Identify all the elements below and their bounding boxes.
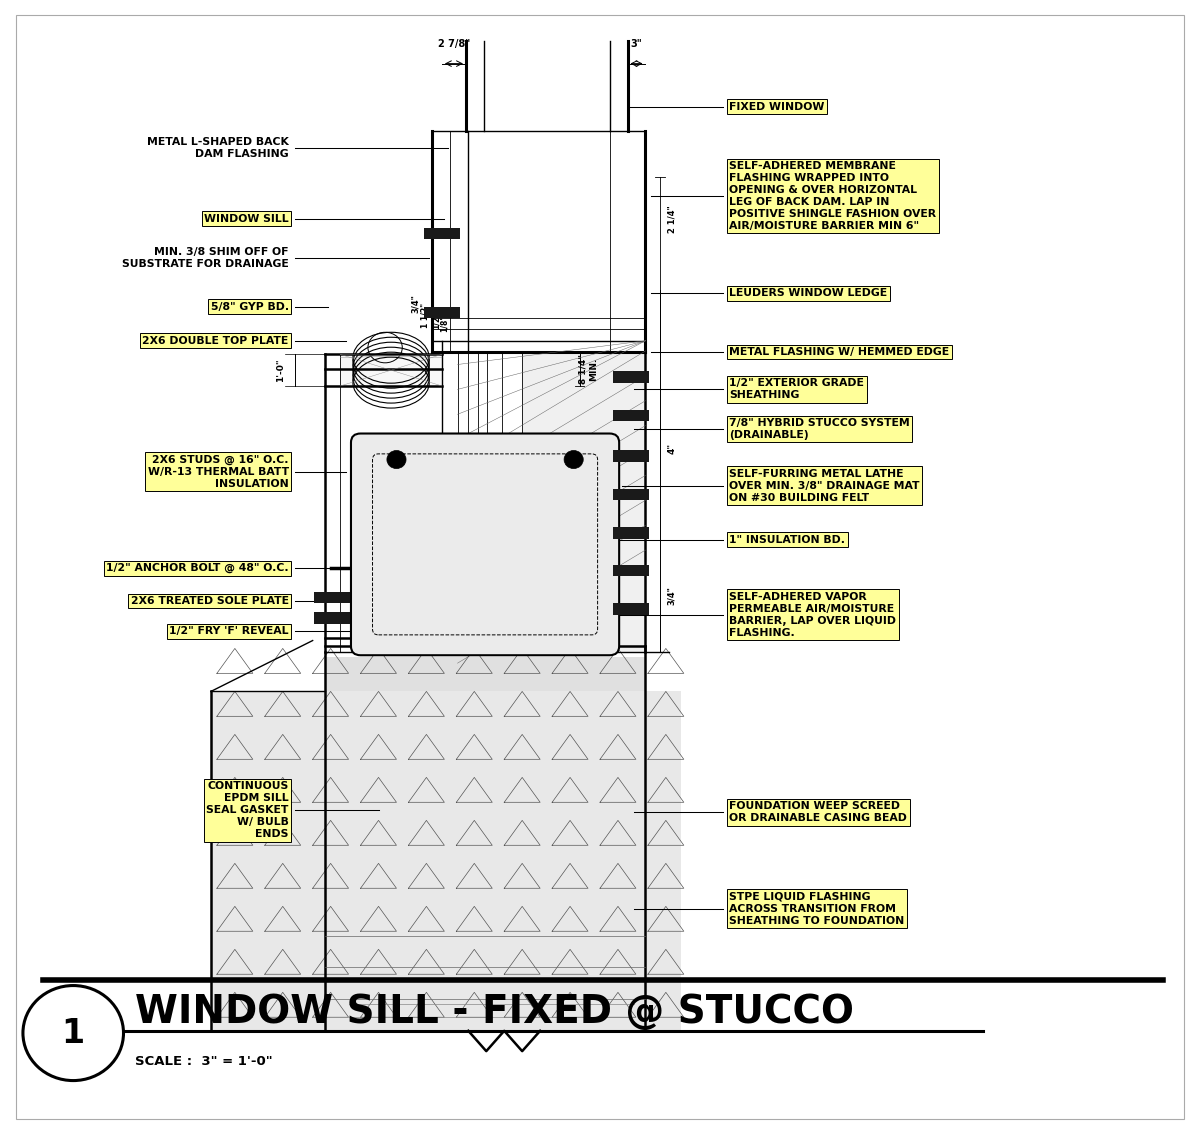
Text: LEUDERS WINDOW LEDGE: LEUDERS WINDOW LEDGE bbox=[730, 288, 888, 298]
FancyBboxPatch shape bbox=[341, 354, 442, 386]
Text: MIN. 3/8 SHIM OFF OF
SUBSTRATE FOR DRAINAGE: MIN. 3/8 SHIM OFF OF SUBSTRATE FOR DRAIN… bbox=[122, 247, 289, 269]
Text: 1 1/2": 1 1/2" bbox=[421, 303, 430, 329]
Text: 3": 3" bbox=[631, 39, 642, 49]
Text: 1/2": 1/2" bbox=[432, 312, 440, 329]
FancyBboxPatch shape bbox=[522, 352, 646, 652]
Text: 2 1/4": 2 1/4" bbox=[667, 205, 677, 232]
FancyBboxPatch shape bbox=[613, 603, 649, 615]
Text: STPE LIQUID FLASHING
ACROSS TRANSITION FROM
SHEATHING TO FOUNDATION: STPE LIQUID FLASHING ACROSS TRANSITION F… bbox=[730, 891, 905, 925]
Text: METAL FLASHING W/ HEMMED EDGE: METAL FLASHING W/ HEMMED EDGE bbox=[730, 347, 949, 357]
Circle shape bbox=[23, 985, 124, 1081]
Text: 4": 4" bbox=[667, 442, 677, 454]
Circle shape bbox=[564, 450, 583, 468]
Text: 8 1/4"
MIN.: 8 1/4" MIN. bbox=[578, 354, 598, 384]
Text: 1/2" EXTERIOR GRADE
SHEATHING: 1/2" EXTERIOR GRADE SHEATHING bbox=[730, 379, 864, 400]
FancyBboxPatch shape bbox=[613, 450, 649, 462]
FancyBboxPatch shape bbox=[325, 658, 646, 1031]
FancyBboxPatch shape bbox=[613, 371, 649, 382]
FancyBboxPatch shape bbox=[424, 228, 460, 239]
Text: 2X6 DOUBLE TOP PLATE: 2X6 DOUBLE TOP PLATE bbox=[143, 336, 289, 346]
Text: 1'-0": 1'-0" bbox=[276, 358, 284, 382]
Text: FOUNDATION WEEP SCREED
OR DRAINABLE CASING BEAD: FOUNDATION WEEP SCREED OR DRAINABLE CASI… bbox=[730, 802, 907, 823]
Text: SELF-ADHERED VAPOR
PERMEABLE AIR/MOISTURE
BARRIER, LAP OVER LIQUID
FLASHING.: SELF-ADHERED VAPOR PERMEABLE AIR/MOISTUR… bbox=[730, 592, 896, 637]
Text: 5/8" GYP BD.: 5/8" GYP BD. bbox=[210, 302, 289, 312]
Text: SELF-ADHERED MEMBRANE
FLASHING WRAPPED INTO
OPENING & OVER HORIZONTAL
LEG OF BAC: SELF-ADHERED MEMBRANE FLASHING WRAPPED I… bbox=[730, 161, 936, 231]
Text: METAL L-SHAPED BACK
DAM FLASHING: METAL L-SHAPED BACK DAM FLASHING bbox=[146, 137, 289, 160]
Text: WINDOW SILL - FIXED @ STUCCO: WINDOW SILL - FIXED @ STUCCO bbox=[136, 992, 854, 1031]
FancyBboxPatch shape bbox=[211, 692, 682, 1031]
Text: 1/2" FRY 'F' REVEAL: 1/2" FRY 'F' REVEAL bbox=[169, 626, 289, 636]
FancyBboxPatch shape bbox=[613, 489, 649, 500]
Text: SELF-FURRING METAL LATHE
OVER MIN. 3/8" DRAINAGE MAT
ON #30 BUILDING FELT: SELF-FURRING METAL LATHE OVER MIN. 3/8" … bbox=[730, 468, 919, 502]
Text: SCALE :  3" = 1'-0": SCALE : 3" = 1'-0" bbox=[136, 1055, 274, 1068]
Text: 1" INSULATION BD.: 1" INSULATION BD. bbox=[730, 535, 845, 544]
FancyBboxPatch shape bbox=[613, 565, 649, 576]
Text: 2 7/8": 2 7/8" bbox=[438, 39, 470, 49]
FancyBboxPatch shape bbox=[314, 612, 349, 624]
Text: 3/4": 3/4" bbox=[412, 294, 420, 313]
Text: FIXED WINDOW: FIXED WINDOW bbox=[730, 102, 824, 111]
FancyBboxPatch shape bbox=[314, 592, 349, 603]
Text: 3/4": 3/4" bbox=[667, 586, 677, 604]
FancyBboxPatch shape bbox=[613, 527, 649, 539]
FancyBboxPatch shape bbox=[424, 307, 460, 319]
Text: 2X6 TREATED SOLE PLATE: 2X6 TREATED SOLE PLATE bbox=[131, 596, 289, 606]
Circle shape bbox=[386, 450, 406, 468]
Text: 2X6 STUDS @ 16" O.C.
W/R-13 THERMAL BATT
INSULATION: 2X6 STUDS @ 16" O.C. W/R-13 THERMAL BATT… bbox=[148, 455, 289, 489]
Text: CONTINUOUS
EPDM SILL
SEAL GASKET
W/ BULB
ENDS: CONTINUOUS EPDM SILL SEAL GASKET W/ BULB… bbox=[206, 781, 289, 839]
Text: WINDOW SILL: WINDOW SILL bbox=[204, 213, 289, 223]
Text: 1/8": 1/8" bbox=[440, 315, 449, 332]
Text: 7/8" HYBRID STUCCO SYSTEM
(DRAINABLE): 7/8" HYBRID STUCCO SYSTEM (DRAINABLE) bbox=[730, 418, 910, 440]
FancyBboxPatch shape bbox=[350, 433, 619, 655]
FancyBboxPatch shape bbox=[613, 409, 649, 421]
Text: 1/2" ANCHOR BOLT @ 48" O.C.: 1/2" ANCHOR BOLT @ 48" O.C. bbox=[106, 562, 289, 574]
Text: 1: 1 bbox=[61, 1016, 85, 1050]
